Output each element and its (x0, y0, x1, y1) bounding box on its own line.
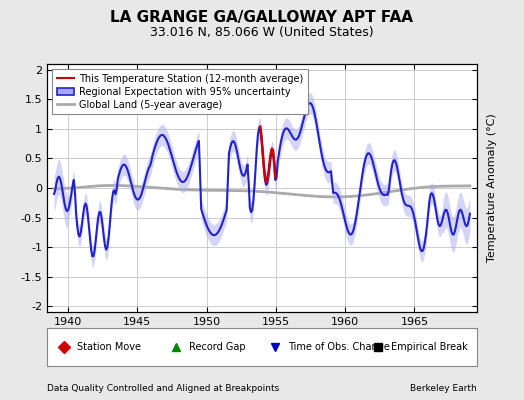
Text: Data Quality Controlled and Aligned at Breakpoints: Data Quality Controlled and Aligned at B… (47, 384, 279, 393)
Text: Time of Obs. Change: Time of Obs. Change (288, 342, 390, 352)
Text: Empirical Break: Empirical Break (391, 342, 467, 352)
Text: LA GRANGE GA/GALLOWAY APT FAA: LA GRANGE GA/GALLOWAY APT FAA (111, 10, 413, 25)
Text: Station Move: Station Move (77, 342, 141, 352)
Text: 33.016 N, 85.066 W (United States): 33.016 N, 85.066 W (United States) (150, 26, 374, 39)
Text: Record Gap: Record Gap (189, 342, 246, 352)
Text: Berkeley Earth: Berkeley Earth (410, 384, 477, 393)
Y-axis label: Temperature Anomaly (°C): Temperature Anomaly (°C) (487, 114, 497, 262)
Legend: This Temperature Station (12-month average), Regional Expectation with 95% uncer: This Temperature Station (12-month avera… (52, 69, 308, 114)
